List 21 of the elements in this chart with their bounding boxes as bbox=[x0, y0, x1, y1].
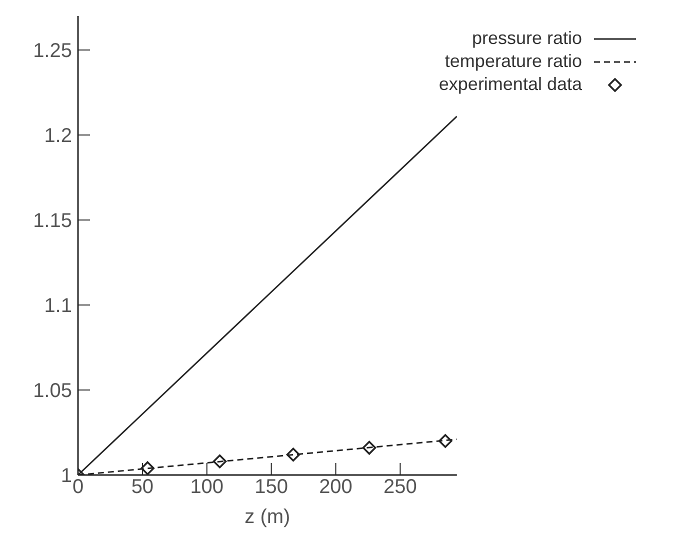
legend-label: experimental data bbox=[438, 74, 582, 95]
point bbox=[212, 454, 227, 468]
legend-label: pressure ratio bbox=[472, 28, 582, 49]
y-tick-label: 1 bbox=[60, 465, 72, 488]
legend-label: temperature ratio bbox=[444, 51, 582, 72]
x-tick-label: 150 bbox=[254, 476, 288, 498]
x-tick-label: 200 bbox=[319, 476, 352, 498]
x-axis-title: z (m) bbox=[244, 506, 290, 528]
x-tick-label: 50 bbox=[131, 476, 154, 498]
point bbox=[140, 461, 154, 475]
y-tick-label: 1.2 bbox=[44, 125, 72, 148]
y-tick-label: 1.05 bbox=[33, 380, 72, 402]
y-tick-label: 1.15 bbox=[33, 210, 72, 232]
point bbox=[362, 440, 376, 455]
point bbox=[286, 448, 300, 462]
x-tick-label: 100 bbox=[190, 476, 224, 498]
y-tick-label: 1.1 bbox=[44, 295, 72, 318]
y-tick-label: 1.25 bbox=[33, 40, 72, 62]
x-tick-label: 250 bbox=[384, 476, 417, 498]
x-tick-label: 0 bbox=[72, 476, 84, 498]
point bbox=[438, 434, 452, 448]
